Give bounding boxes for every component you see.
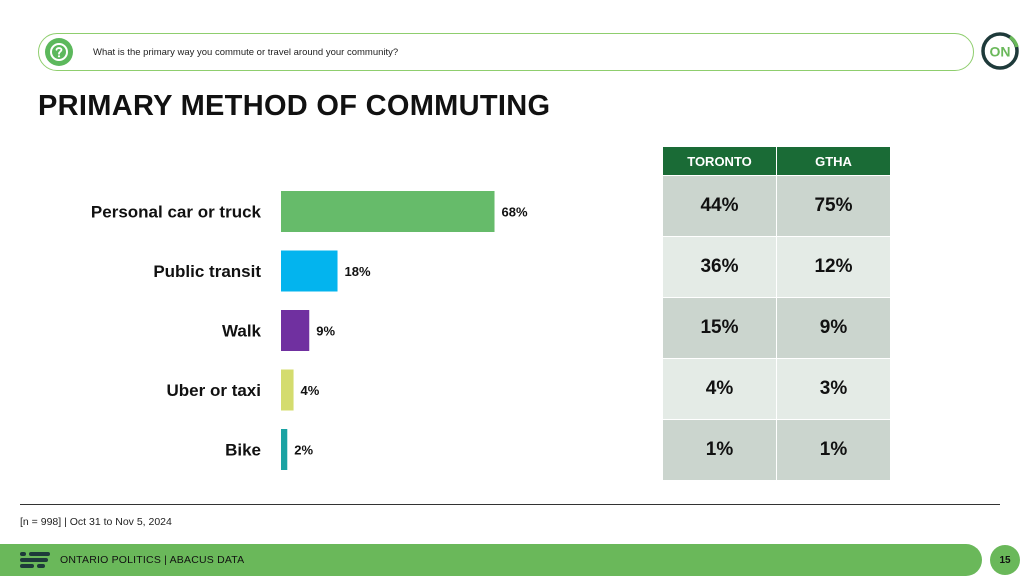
table-row: 1% 1% [662, 419, 891, 481]
table-cell: 75% [776, 175, 891, 237]
data-label: 68% [502, 205, 528, 220]
column-header-gtha: GTHA [776, 147, 891, 176]
table-cell: 9% [776, 297, 891, 359]
column-header-toronto: TORONTO [662, 147, 777, 176]
bar [281, 310, 310, 351]
data-label: 18% [345, 264, 371, 279]
page-title: PRIMARY METHOD OF COMMUTING [38, 90, 551, 122]
category-label: Uber or taxi [167, 381, 261, 400]
bar [281, 191, 495, 232]
data-label: 9% [316, 324, 335, 339]
ontario-on-logo: ON [981, 32, 1019, 70]
survey-question: What is the primary way you commute or t… [93, 46, 399, 58]
category-label: Personal car or truck [91, 203, 262, 222]
table-row: 15% 9% [662, 297, 891, 359]
table-cell: 12% [776, 236, 891, 298]
bar [281, 369, 294, 411]
bar [281, 250, 338, 292]
footer-band: ONTARIO POLITICS | ABACUS DATA [0, 544, 982, 576]
question-circle-icon [45, 38, 73, 66]
page-number: 15 [990, 545, 1020, 575]
table-cell: 1% [776, 419, 891, 481]
footer-divider [20, 504, 1000, 505]
data-label: 2% [294, 443, 313, 458]
region-comparison-table: TORONTO GTHA 44% 75% 36% 12% 15% 9% 4% 3… [662, 147, 891, 481]
table-cell: 3% [776, 358, 891, 420]
table-cell: 36% [662, 236, 777, 298]
table-cell: 44% [662, 175, 777, 237]
abacus-logo-icon [20, 552, 50, 568]
logo-text: ON [990, 44, 1011, 60]
category-label: Walk [222, 322, 262, 341]
table-cell: 4% [662, 358, 777, 420]
table-row: 44% 75% [662, 175, 891, 237]
table-row: 4% 3% [662, 358, 891, 420]
table-cell: 1% [662, 419, 777, 481]
category-label: Bike [225, 441, 261, 460]
question-bar: What is the primary way you commute or t… [38, 33, 974, 71]
sample-footnote: [n = 998] | Oct 31 to Nov 5, 2024 [20, 516, 172, 528]
table-cell: 15% [662, 297, 777, 359]
commute-bar-chart: Personal car or truck 68% Public transit 18… [91, 191, 528, 470]
footer-brand-text: ONTARIO POLITICS | ABACUS DATA [60, 554, 245, 566]
table-row: 36% 12% [662, 236, 891, 298]
data-label: 4% [301, 383, 320, 398]
category-label: Public transit [153, 262, 261, 281]
bar [281, 429, 288, 470]
